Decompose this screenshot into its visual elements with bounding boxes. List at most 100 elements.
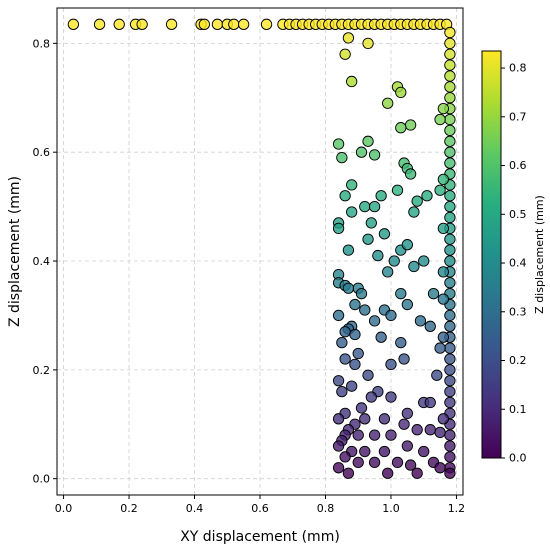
data-point: [437, 266, 450, 278]
data-point: [444, 277, 456, 289]
data-point: [437, 103, 450, 115]
data-point: [434, 342, 446, 354]
data-point: [382, 467, 394, 479]
data-point: [444, 211, 456, 224]
x-tick-label: 0.6: [251, 502, 269, 515]
y-axis-label: Z displacement (mm): [7, 176, 23, 327]
data-point: [395, 288, 407, 300]
data-point: [388, 255, 400, 267]
data-point: [414, 315, 427, 327]
data-point: [444, 255, 456, 267]
data-point: [431, 369, 443, 381]
data-point: [385, 391, 397, 403]
data-point: [372, 249, 384, 262]
data-point: [444, 59, 456, 71]
data-point: [365, 391, 377, 403]
data-point: [339, 48, 351, 60]
data-point: [444, 157, 456, 169]
data-point: [404, 168, 417, 180]
data-point: [444, 26, 456, 39]
data-point: [418, 255, 430, 267]
data-point: [444, 81, 456, 93]
data-point: [67, 18, 80, 30]
colorbar: [481, 50, 502, 459]
data-point: [375, 331, 387, 343]
data-point: [339, 190, 351, 202]
data-point: [136, 18, 148, 30]
data-point: [398, 353, 410, 365]
data-point: [401, 239, 413, 251]
data-point: [437, 222, 450, 235]
data-point: [437, 173, 450, 186]
data-point: [352, 456, 364, 469]
data-point: [368, 429, 381, 441]
data-point: [421, 190, 433, 202]
colorbar-ticks: 0.0 0.1 0.2 0.3 0.4 0.5 0.6 0.7 0.8: [501, 62, 527, 465]
data-point: [339, 451, 351, 463]
data-point: [382, 97, 394, 109]
y-axis-ticks: 0.0 0.2 0.4 0.6 0.8: [33, 37, 57, 486]
data-point: [211, 18, 224, 30]
data-point: [408, 260, 420, 273]
data-point: [378, 413, 391, 425]
data-point: [332, 138, 345, 150]
data-point: [444, 375, 456, 387]
x-axis-label: XY displacement (mm): [180, 529, 340, 545]
colorbar-tick-label: 0.0: [509, 452, 527, 465]
data-point: [332, 222, 345, 235]
data-point: [444, 190, 456, 202]
data-point: [401, 407, 413, 420]
data-point: [434, 113, 446, 126]
data-point: [411, 467, 423, 479]
data-point: [368, 456, 381, 469]
data-point: [362, 369, 374, 381]
data-point: [391, 456, 404, 469]
data-point: [444, 353, 456, 365]
data-point: [346, 179, 358, 191]
data-point: [368, 200, 381, 213]
data-point: [339, 326, 351, 338]
data-point: [349, 298, 361, 311]
data-point: [228, 18, 240, 30]
data-point: [434, 184, 446, 196]
x-tick-label: 1.0: [382, 502, 400, 515]
data-point: [342, 244, 355, 256]
data-point: [391, 184, 404, 196]
y-tick-label: 0.8: [33, 37, 51, 50]
data-point: [444, 396, 456, 409]
data-point: [342, 467, 355, 479]
data-point: [237, 18, 250, 30]
data-point: [444, 440, 456, 452]
data-point: [336, 336, 348, 349]
data-point: [336, 385, 348, 398]
data-point: [444, 113, 456, 126]
data-point: [332, 462, 345, 474]
data-point: [385, 358, 397, 371]
data-point: [359, 304, 371, 316]
data-point: [346, 206, 358, 218]
data-point: [444, 48, 456, 60]
data-point: [332, 440, 345, 452]
x-tick-label: 0.0: [55, 502, 73, 515]
data-point: [332, 309, 345, 322]
data-point: [444, 135, 456, 147]
data-point: [113, 18, 125, 30]
data-point: [401, 298, 413, 311]
data-point: [375, 190, 387, 202]
data-point: [404, 119, 417, 131]
data-point: [342, 282, 355, 294]
data-point: [444, 429, 456, 441]
data-point: [382, 266, 394, 278]
data-points: [67, 18, 456, 479]
data-point: [352, 347, 364, 360]
data-point: [368, 315, 381, 327]
y-tick-label: 0.4: [33, 255, 51, 268]
data-point: [418, 445, 430, 458]
colorbar-tick-label: 0.1: [509, 403, 527, 416]
data-point: [437, 331, 450, 343]
y-tick-label: 0.0: [33, 473, 51, 486]
colorbar-tick-label: 0.6: [509, 159, 527, 172]
data-point: [444, 467, 456, 479]
colorbar-tick-label: 0.3: [509, 305, 527, 318]
colorbar-tick-label: 0.5: [509, 208, 527, 221]
